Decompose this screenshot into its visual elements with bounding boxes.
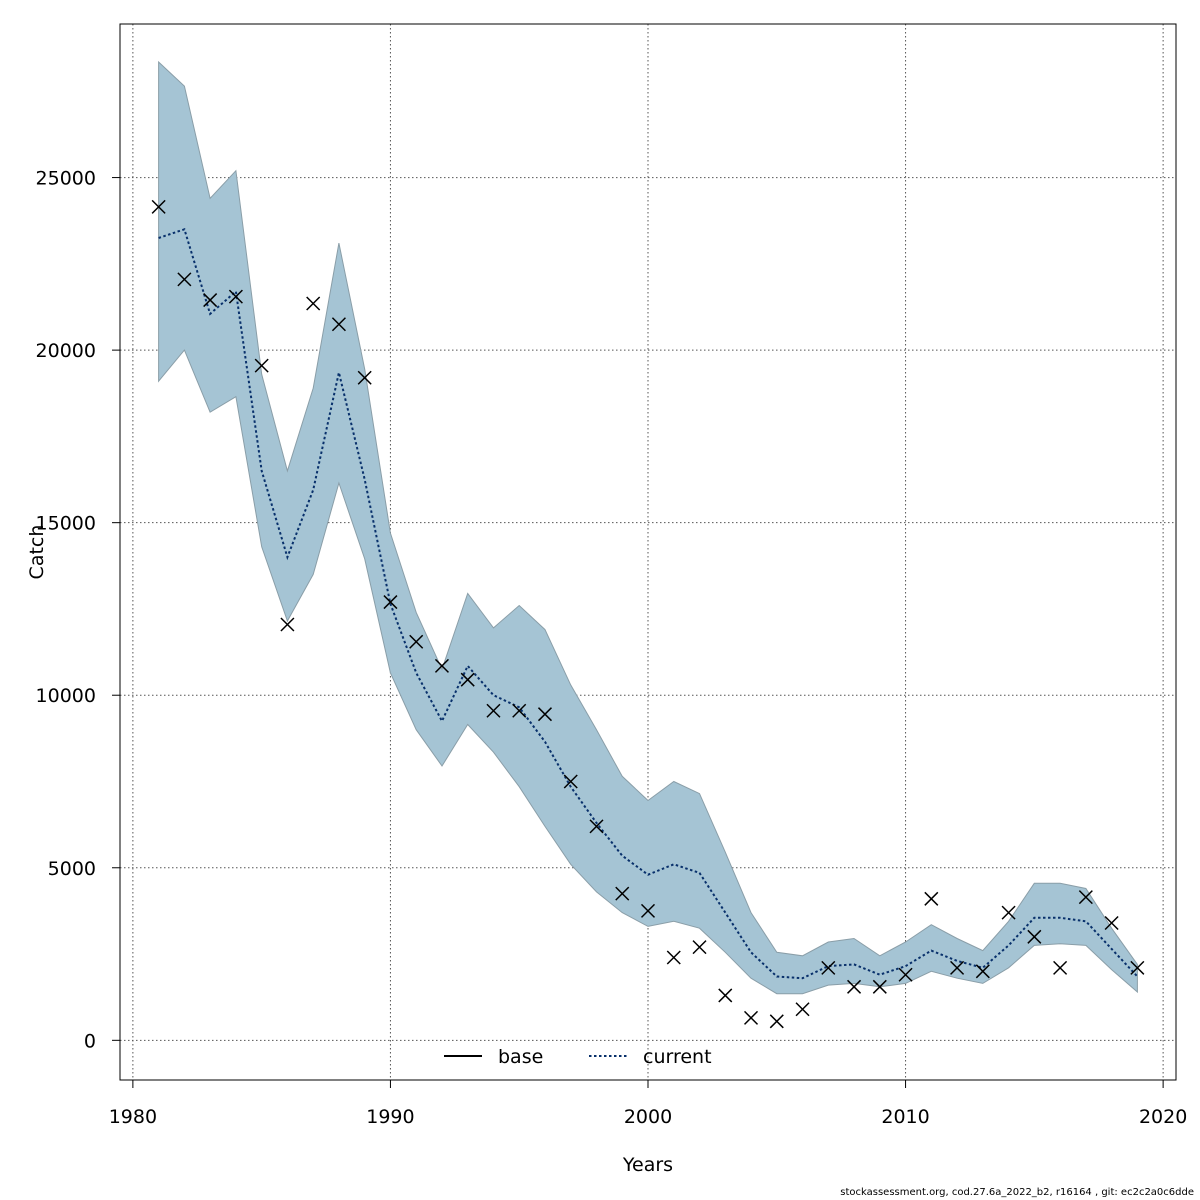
y-tick-label-25000: 25000 [36,168,96,190]
legend-current-label: current [643,1046,712,1068]
x-tick-label-2000: 2000 [624,1106,672,1128]
observation-marker-1988 [331,317,346,332]
observation-marker-2018 [1104,915,1119,931]
y-tick-label-5000: 5000 [48,858,96,880]
observation-marker-2017 [1078,890,1093,905]
observation-marker-2010 [898,967,913,982]
y-tick-label-20000: 20000 [36,340,96,362]
observation-marker-1998 [589,819,604,834]
observation-markers [151,199,1145,1029]
observation-marker-1995 [512,703,527,718]
observation-marker-1985 [254,358,269,373]
observation-marker-1991 [409,634,424,649]
legend: base current [444,1046,712,1068]
observation-marker-2003 [718,988,733,1003]
x-axis: 1980 1990 2000 2010 2020 [109,1079,1187,1128]
y-axis-title: Catch [26,525,48,580]
y-tick-label-15000: 15000 [36,513,96,535]
y-tick-label-10000: 10000 [36,685,96,707]
observation-marker-2008 [847,979,862,994]
observation-marker-2011 [924,891,939,906]
x-tick-label-2010: 2010 [881,1106,929,1128]
observation-marker-2013 [975,964,990,979]
observation-marker-1989 [357,370,372,385]
observation-marker-1996 [537,707,553,722]
observation-marker-1993 [460,672,475,687]
observation-marker-1987 [306,296,321,311]
y-tick-label-0: 0 [84,1030,96,1052]
confidence-band [158,60,1138,995]
observation-marker-2015 [1027,929,1042,944]
observation-marker-2001 [666,950,681,965]
observation-marker-1999 [615,886,630,901]
observation-marker-1981 [151,199,166,214]
observation-marker-2004 [743,1010,759,1025]
x-tick-label-1980: 1980 [109,1106,157,1128]
observation-marker-1992 [434,658,449,673]
observation-marker-2006 [795,1002,810,1017]
observation-marker-2012 [950,960,965,975]
observation-marker-1990 [383,595,398,610]
observation-marker-1986 [280,617,295,632]
observation-marker-2007 [821,960,836,975]
observation-marker-2005 [769,1014,784,1029]
observation-marker-1997 [563,774,578,789]
observation-marker-1994 [486,703,501,718]
y-axis: 0 5000 10000 15000 20000 25000 [36,168,121,1052]
x-axis-title: Years [622,1154,673,1176]
observation-marker-2019 [1130,960,1145,975]
x-tick-label-2020: 2020 [1139,1106,1187,1128]
x-tick-label-1990: 1990 [366,1106,414,1128]
legend-base-label: base [498,1046,543,1068]
footer-credit: stockassessment.org, cod.27.6a_2022_b2, … [840,1187,1194,1198]
observation-marker-1984 [228,289,243,304]
observation-marker-2009 [872,979,887,994]
current-series-line [158,228,1139,980]
observation-marker-2014 [1001,905,1016,920]
observation-marker-2016 [1053,960,1068,975]
observation-marker-1982 [177,272,192,287]
observation-marker-2000 [640,903,656,918]
observation-marker-2002 [692,940,707,955]
observation-marker-1983 [203,293,218,308]
